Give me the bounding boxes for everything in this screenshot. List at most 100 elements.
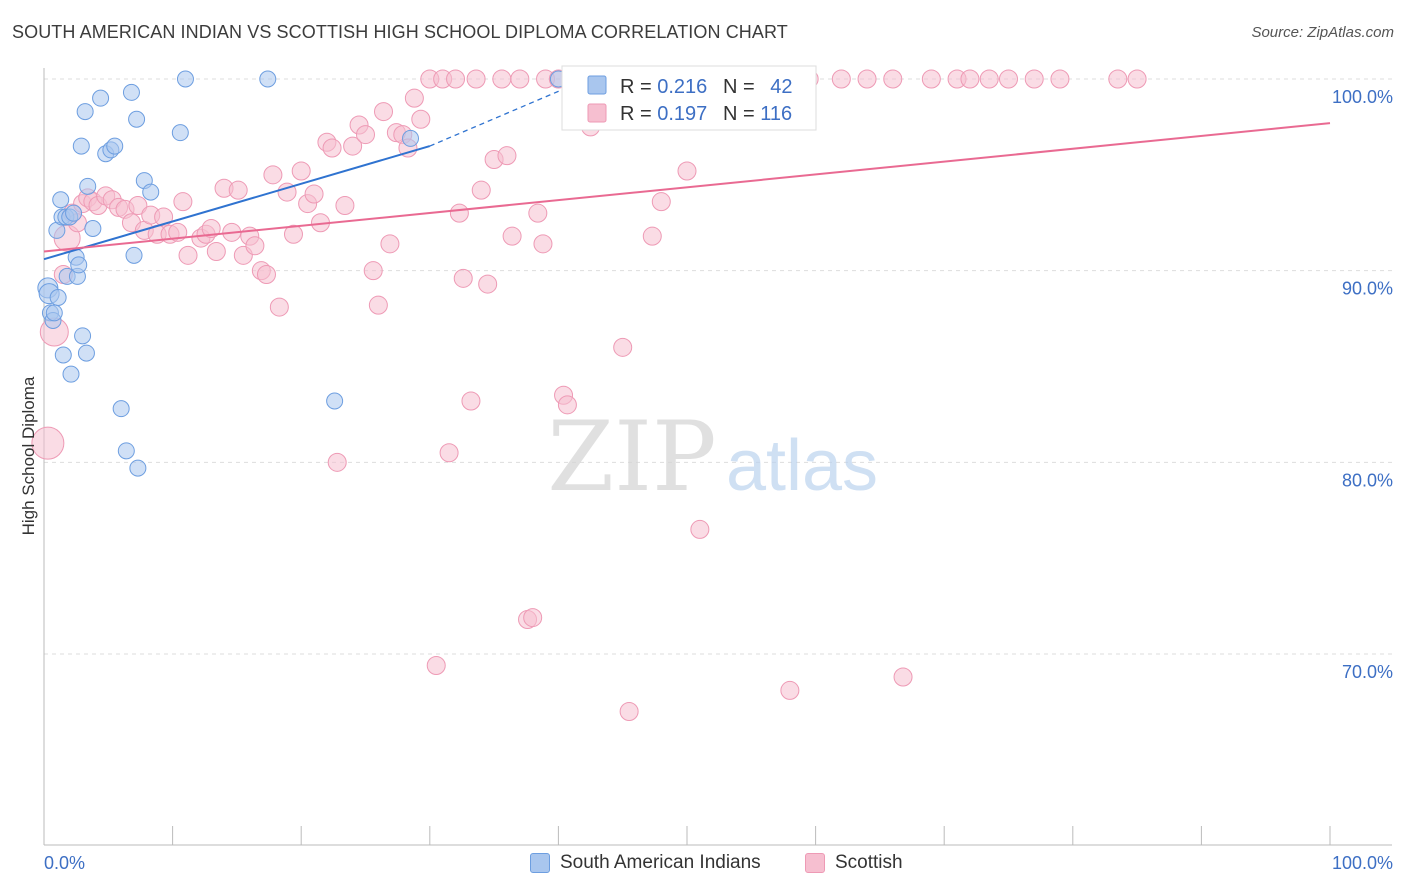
y-tick-label: 90.0% [1342, 279, 1393, 299]
south-american-indian-point [106, 137, 124, 155]
scottish-point [356, 125, 375, 145]
scottish-point [831, 69, 851, 89]
scottish-point [363, 261, 383, 281]
watermark-zip: ZIP [547, 401, 716, 513]
south-american-indian-point [74, 327, 92, 345]
svg-text:R = 0.197: R = 0.197 [620, 103, 707, 125]
south-american-indian-trend-extension [429, 87, 566, 147]
south-american-indian-point [76, 103, 94, 121]
south-american-indian-point [176, 70, 194, 88]
y-axis-title: High School Diploma [19, 376, 38, 535]
scottish-point [178, 245, 198, 265]
scottish-point [1108, 69, 1128, 89]
scottish-point [893, 667, 913, 687]
scottish-point [439, 443, 459, 463]
scottish-point [461, 391, 481, 411]
south-american-indian-point [70, 256, 88, 274]
legend-swatch-pink [587, 103, 607, 123]
legend-item-scottish: Scottish [805, 852, 903, 874]
scottish-point [979, 69, 999, 89]
y-tick-labels: 70.0% 80.0% 90.0% 100.0% [1332, 87, 1393, 682]
south-american-indian-trend-line [43, 145, 431, 261]
scottish-point [128, 196, 148, 215]
legend-swatch-blue [587, 75, 607, 95]
south-american-indian-points [37, 70, 567, 477]
scottish-point [368, 295, 388, 315]
scottish-point [304, 184, 324, 204]
scottish-point [642, 226, 662, 246]
scottish-point [780, 680, 800, 700]
scottish-point [510, 69, 530, 89]
scottish-point [651, 192, 671, 212]
south-american-indian-point [54, 346, 72, 364]
scottish-point [322, 138, 342, 158]
scottish-point [343, 136, 363, 156]
scottish-trend-line [43, 122, 1331, 253]
scottish-point [523, 608, 543, 628]
scottish-point [449, 203, 469, 223]
scottish-point [263, 165, 283, 185]
scottish-point [453, 268, 473, 288]
legend-n-label-2: N = [723, 103, 760, 125]
scottish-point [497, 146, 517, 166]
south-american-indian-point [52, 191, 70, 209]
x-tick-label: 100.0% [1332, 853, 1393, 873]
trend-lines [43, 87, 1331, 261]
south-american-indian-point [128, 110, 146, 128]
watermark-atlas: atlas [726, 426, 878, 506]
scottish-point [228, 180, 248, 200]
legend-r-label-2: R = [620, 103, 657, 125]
south-american-indian-point [125, 246, 143, 264]
south-american-indian-point [65, 204, 83, 222]
scottish-point [690, 519, 710, 539]
south-american-indian-point [62, 365, 80, 383]
scottish-point [446, 69, 466, 89]
scottish-point [502, 226, 522, 246]
scottish-point [677, 161, 697, 181]
scottish-point [154, 207, 174, 227]
y-tick-label: 70.0% [1342, 662, 1393, 682]
legend-n-label-1: N = [723, 76, 760, 98]
scottish-point [327, 452, 347, 472]
legend-label-south-american-indians: South American Indians [560, 852, 761, 873]
legend-n-value-2: 116 [760, 103, 792, 125]
south-american-indian-point [171, 124, 189, 142]
scottish-point [283, 224, 303, 244]
scottish-point [291, 161, 311, 181]
south-american-indian-point [326, 392, 344, 410]
x-tick-labels: 0.0% 100.0% [44, 853, 1393, 873]
stats-legend: R = 0.216 N = 42 R = 0.197 N = 116 [561, 65, 817, 131]
legend-item-south-american-indians: South American Indians [530, 852, 761, 874]
scottish-point [201, 219, 221, 238]
scottish-point [206, 242, 226, 261]
legend-swatch-south-american-indians [530, 853, 550, 873]
scottish-point [335, 196, 355, 215]
scottish-point [528, 203, 548, 223]
svg-text:N = 116: N = 116 [723, 103, 792, 125]
legend-label-scottish: Scottish [835, 852, 903, 873]
scottish-point [960, 69, 980, 89]
scottish-point [245, 236, 265, 256]
gridlines [44, 78, 1392, 655]
legend-r-label-1: R = [620, 76, 657, 98]
scottish-point [1050, 69, 1070, 89]
south-american-indian-point [77, 344, 95, 362]
scottish-point [411, 109, 431, 129]
watermark: ZIP atlas [547, 401, 878, 513]
scottish-point [478, 274, 498, 294]
scottish-point [921, 69, 941, 89]
svg-text:R = 0.216: R = 0.216 [620, 76, 707, 98]
south-american-indian-point [122, 83, 140, 101]
scottish-point [883, 69, 903, 89]
scottish-point [380, 234, 400, 254]
south-american-indian-point [129, 459, 147, 477]
legend-r-value-1: 0.216 [657, 76, 707, 98]
south-american-indian-point [45, 304, 63, 322]
scottish-point [1024, 69, 1044, 89]
scottish-point [999, 69, 1018, 89]
south-american-indian-point [72, 137, 90, 155]
legend-swatch-scottish [805, 853, 825, 873]
south-american-indian-point [84, 220, 102, 237]
legend-r-value-2: 0.197 [657, 103, 707, 125]
